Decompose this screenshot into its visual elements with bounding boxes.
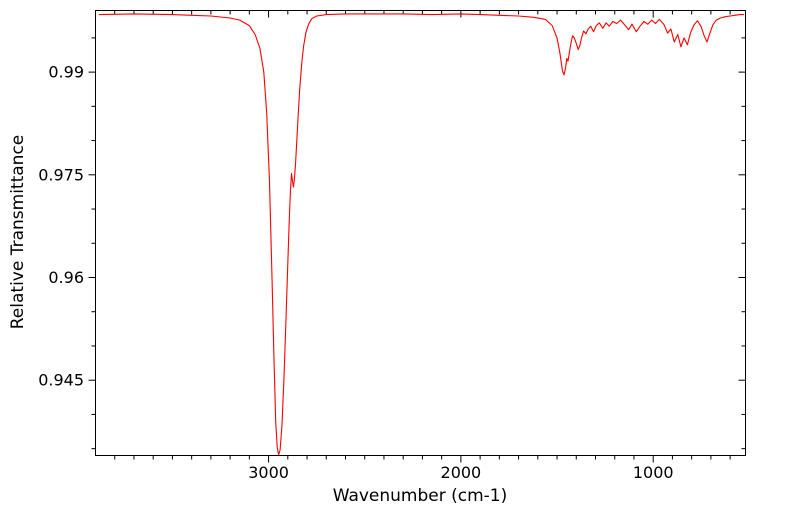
y-tick-label: 0.945	[38, 371, 84, 390]
y-tick-label: 0.99	[48, 63, 84, 82]
x-tick-label: 2000	[441, 463, 482, 482]
x-tick-label: 1000	[633, 463, 674, 482]
x-tick-label: 3000	[248, 463, 289, 482]
y-tick-label: 0.96	[48, 268, 84, 287]
plot-frame	[95, 10, 746, 456]
spectrum-trace	[98, 13, 745, 456]
y-axis-title: Relative Transmittance	[8, 134, 28, 330]
x-axis-title: Wavenumber (cm-1)	[332, 486, 508, 506]
y-tick-label: 0.975	[38, 165, 84, 184]
